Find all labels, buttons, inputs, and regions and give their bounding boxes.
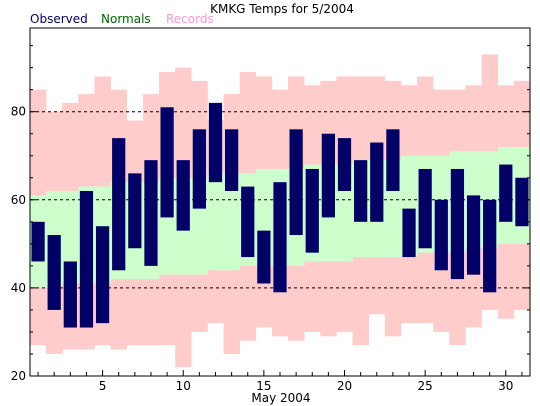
y-tick-label: 80 <box>11 105 26 119</box>
x-axis: 5 10 15 20 25 30 <box>37 370 523 393</box>
x-axis-label: May 2004 <box>251 391 310 405</box>
chart-title: KMKG Temps for 5/2004 <box>210 2 354 16</box>
x-tick-label: 20 <box>337 379 352 393</box>
observed-bar <box>31 221 45 262</box>
observed-bar <box>305 168 319 253</box>
observed-bar <box>386 129 400 191</box>
observed-bar <box>466 195 481 275</box>
observed-bar <box>241 186 255 258</box>
observed-bar <box>176 160 190 231</box>
observed-bar <box>499 164 513 222</box>
x-tick-label: 5 <box>99 379 107 393</box>
observed-bar <box>144 160 158 266</box>
observed-bar <box>128 173 142 249</box>
observed-bar <box>225 129 239 191</box>
y-axis: 20 40 60 80 <box>11 45 530 383</box>
observed-bar <box>402 208 416 258</box>
legend-normals: Normals <box>101 12 151 26</box>
legend-records: Records <box>166 12 214 26</box>
observed-bar <box>434 199 448 271</box>
x-tick-label: 15 <box>256 379 271 393</box>
observed-bar <box>273 182 287 293</box>
observed-bar <box>289 129 303 236</box>
x-tick-label: 25 <box>418 379 433 393</box>
observed-bar <box>515 177 529 227</box>
legend-observed: Observed <box>30 12 88 26</box>
observed-bar <box>95 226 110 324</box>
y-tick-label: 60 <box>11 193 26 207</box>
y-tick-label: 20 <box>11 369 26 383</box>
observed-bar <box>192 129 206 209</box>
observed-bar <box>208 102 223 183</box>
y-tick-label: 40 <box>11 281 26 295</box>
observed-bar <box>79 190 94 328</box>
normal-range-bar <box>207 173 224 271</box>
observed-bar <box>63 261 77 328</box>
observed-bar <box>257 230 271 284</box>
observed-bar <box>483 199 497 293</box>
observed-bar <box>47 235 61 310</box>
normal-range-bar <box>62 190 79 284</box>
x-tick-label: 30 <box>498 379 513 393</box>
observed-bars <box>31 102 529 328</box>
observed-bar <box>354 160 368 222</box>
observed-bar <box>321 133 335 218</box>
x-tick-label: 10 <box>176 379 191 393</box>
observed-bar <box>450 168 465 280</box>
normal-range-bar <box>223 173 240 271</box>
observed-bar <box>370 142 384 222</box>
observed-bar <box>160 107 174 218</box>
observed-bar <box>337 138 352 191</box>
observed-bar <box>112 138 126 271</box>
observed-bar <box>418 168 432 249</box>
